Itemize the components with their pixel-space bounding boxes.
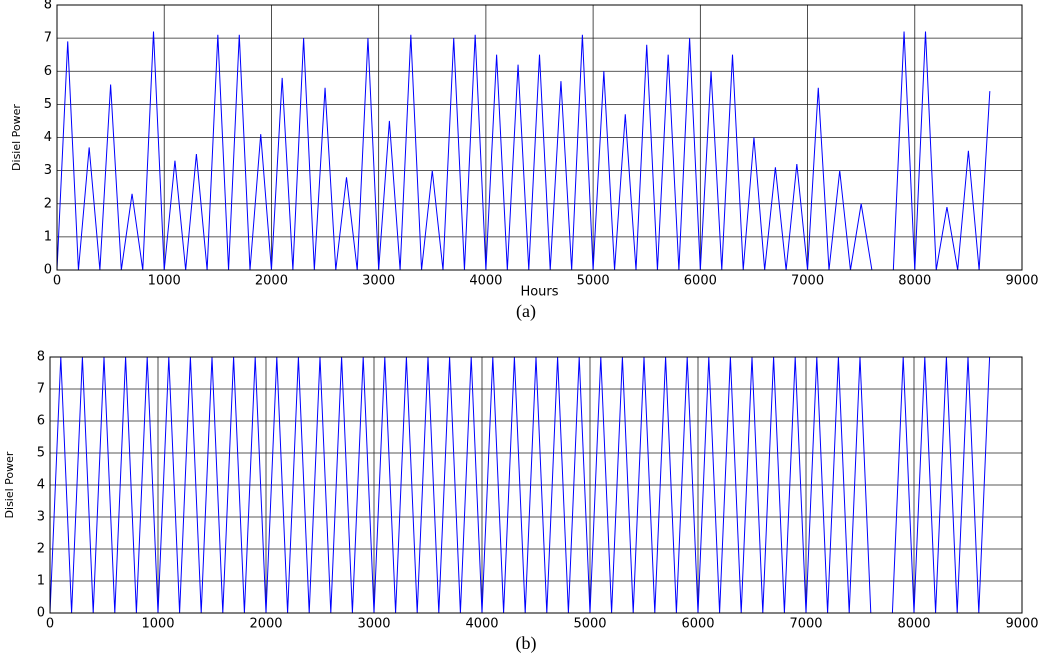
plot-frame: [56, 4, 1023, 271]
x-tick-label: 8000: [898, 274, 931, 289]
y-tick-label: 5: [37, 446, 45, 461]
x-tick-label: 2000: [255, 274, 288, 289]
y-tick-label: 7: [37, 382, 45, 397]
x-tick-label: 6000: [684, 274, 717, 289]
x-tick-label: 1000: [148, 274, 181, 289]
y-axis-label: Disiel Power: [10, 104, 23, 171]
y-tick-label: 6: [37, 414, 45, 429]
y-tick-label: 1: [37, 574, 45, 589]
y-tick-label: 3: [44, 163, 52, 178]
x-axis-label: Hours: [520, 285, 558, 300]
x-tick-label: 9000: [1005, 274, 1038, 289]
x-tick-label: 2000: [249, 617, 282, 632]
y-tick-label: 8: [37, 350, 45, 365]
y-tick-label: 1: [44, 229, 52, 244]
y-tick-label: 4: [44, 130, 52, 145]
caption: (a): [516, 301, 536, 322]
x-tick-label: 4000: [469, 274, 502, 289]
x-tick-label: 0: [53, 274, 61, 289]
data-line: [56, 31, 991, 271]
data-line: [49, 356, 991, 614]
x-tick-label: 0: [46, 617, 54, 632]
y-tick-label: 7: [44, 31, 52, 46]
y-tick-label: 2: [44, 196, 52, 211]
plot-frame: [49, 356, 1023, 614]
x-tick-label: 7000: [789, 617, 822, 632]
y-tick-label: 2: [37, 542, 45, 557]
x-tick-label: 8000: [897, 617, 930, 632]
x-tick-label: 3000: [357, 617, 390, 632]
x-tick-label: 9000: [1005, 617, 1038, 632]
y-tick-label: 0: [44, 263, 52, 278]
y-axis-label: Disiel Power: [3, 451, 16, 518]
y-tick-label: 5: [44, 97, 52, 112]
caption: (b): [516, 633, 537, 654]
x-tick-label: 3000: [362, 274, 395, 289]
y-tick-label: 3: [37, 510, 45, 525]
x-tick-label: 6000: [681, 617, 714, 632]
y-tick-label: 0: [37, 606, 45, 621]
x-tick-label: 5000: [573, 617, 606, 632]
x-tick-label: 1000: [141, 617, 174, 632]
y-tick-label: 4: [37, 478, 45, 493]
x-tick-label: 5000: [577, 274, 610, 289]
y-tick-label: 8: [44, 0, 52, 13]
x-tick-label: 7000: [791, 274, 824, 289]
x-tick-label: 4000: [465, 617, 498, 632]
y-tick-label: 6: [44, 64, 52, 79]
